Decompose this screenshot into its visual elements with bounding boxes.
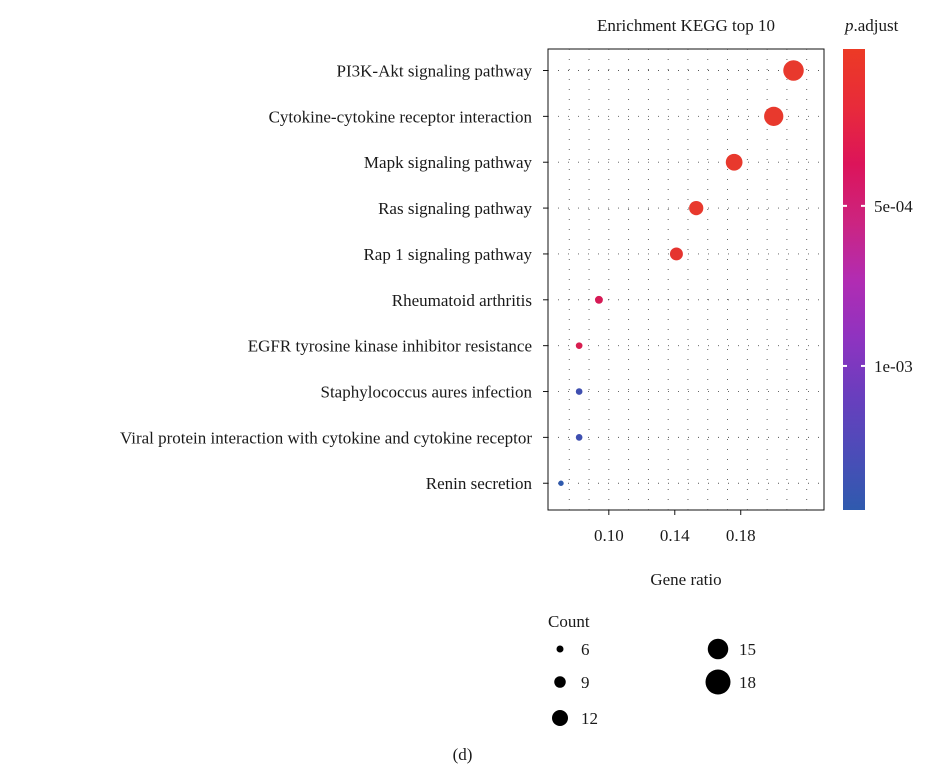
y-tick-label: Rap 1 signaling pathway: [363, 245, 532, 264]
color-bar: [843, 49, 865, 510]
plot-panel: [547, 48, 825, 511]
y-tick-label: Rheumatoid arthritis: [392, 291, 532, 310]
color-bar-ticks: 5e-04 1e-03: [843, 197, 913, 376]
size-legend-dot: [554, 676, 566, 688]
data-point: [764, 106, 784, 126]
size-legend-dot: [705, 669, 731, 695]
data-point: [783, 60, 804, 81]
size-legend: Count 6 9 12 15 18: [548, 612, 756, 728]
color-tick-label: 5e-04: [874, 197, 913, 216]
size-legend-label: 6: [581, 640, 590, 659]
size-legend-dot: [556, 645, 564, 653]
chart-title: Enrichment KEGG top 10: [597, 16, 775, 35]
y-tick-label: Renin secretion: [426, 474, 533, 493]
y-tick-label: Viral protein interaction with cytokine …: [120, 428, 532, 447]
size-legend-label: 9: [581, 673, 590, 692]
y-tick-label: PI3K-Akt signaling pathway: [337, 62, 533, 81]
data-points: [558, 60, 804, 486]
data-point: [689, 200, 704, 216]
data-point: [575, 388, 583, 395]
y-axis: PI3K-Akt signaling pathway Cytokine-cytok…: [120, 62, 548, 493]
x-tick-label: 0.14: [660, 526, 690, 545]
panel-label: (d): [452, 745, 473, 764]
size-legend-dot: [707, 638, 729, 660]
size-legend-label: 12: [581, 709, 598, 728]
color-legend-title: p.adjust: [844, 16, 899, 35]
size-legend-dot: [552, 710, 568, 726]
data-point: [558, 480, 564, 486]
y-tick-label: Mapk signaling pathway: [364, 153, 533, 172]
color-legend-title-rest: .adjust: [854, 16, 899, 35]
color-legend: p.adjust 5e-04 1e-03: [843, 16, 913, 510]
x-tick-label: 0.18: [726, 526, 756, 545]
y-tick-label: Staphylococcus aures infection: [321, 383, 533, 402]
color-legend-title-p: p: [844, 16, 854, 35]
size-legend-label: 18: [739, 673, 756, 692]
y-tick-label: Cytokine-cytokine receptor interaction: [269, 107, 533, 126]
x-tick-label: 0.10: [594, 526, 624, 545]
y-tick-label: EGFR tyrosine kinase inhibitor resistanc…: [248, 337, 532, 356]
data-point: [725, 153, 743, 171]
data-point: [669, 247, 683, 261]
color-tick-label: 1e-03: [874, 357, 913, 376]
x-axis-label: Gene ratio: [650, 570, 721, 589]
y-tick-label: Ras signaling pathway: [378, 199, 532, 218]
data-point: [575, 434, 583, 441]
data-point: [575, 342, 583, 349]
data-point: [594, 295, 603, 304]
size-legend-label: 15: [739, 640, 756, 659]
size-legend-items: 6 9 12 15 18: [552, 638, 756, 728]
size-legend-title: Count: [548, 612, 590, 631]
x-axis: 0.10 0.14 0.18: [594, 510, 756, 545]
